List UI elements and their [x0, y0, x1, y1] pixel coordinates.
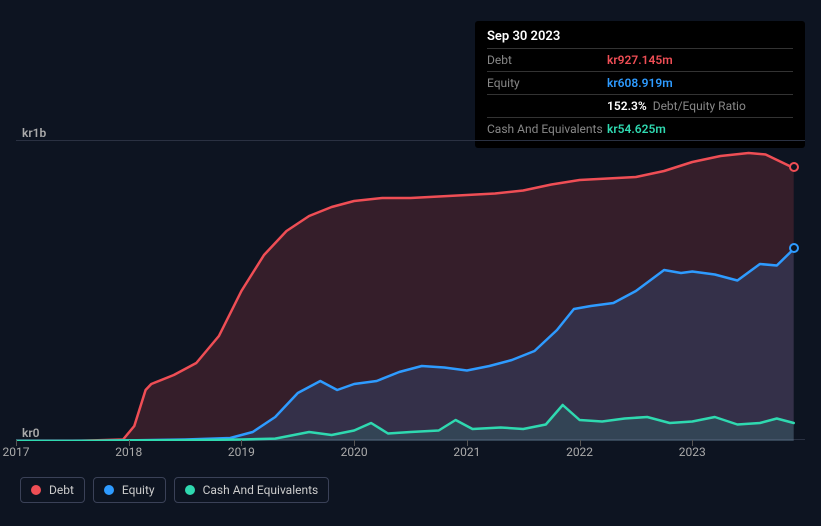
tooltip-label: [487, 99, 607, 113]
tooltip-date: Sep 30 2023: [487, 29, 793, 48]
y-axis-label: kr1b: [22, 126, 46, 140]
legend-label: Cash And Equivalents: [203, 483, 319, 497]
debt-equity-chart: kr0kr1b 2017201820192020202120222023 Deb…: [16, 125, 805, 505]
tooltip-value: kr608.919m: [607, 76, 673, 90]
x-axis-label: 2020: [341, 445, 368, 459]
legend-label: Equity: [122, 483, 155, 497]
x-axis-label: 2022: [566, 445, 593, 459]
legend: Debt Equity Cash And Equivalents: [20, 477, 329, 503]
legend-dot-icon: [185, 485, 195, 495]
legend-item-equity[interactable]: Equity: [93, 477, 166, 503]
tooltip-extra: Debt/Equity Ratio: [653, 99, 746, 113]
tooltip-row: Equitykr608.919m: [487, 71, 793, 94]
tooltip-label: Equity: [487, 76, 607, 90]
x-axis-label: 2023: [679, 445, 706, 459]
x-axis-label: 2019: [228, 445, 255, 459]
tooltip-row: Debtkr927.145m: [487, 48, 793, 71]
x-axis-label: 2021: [453, 445, 480, 459]
tooltip-value: 152.3%: [607, 99, 647, 113]
legend-item-debt[interactable]: Debt: [20, 477, 85, 503]
end-marker-equity: [789, 243, 799, 253]
tooltip-row: 152.3% Debt/Equity Ratio: [487, 94, 793, 117]
plot-area: [16, 140, 805, 440]
tooltip-label: Debt: [487, 53, 607, 67]
legend-item-cash-and-equivalents[interactable]: Cash And Equivalents: [174, 477, 330, 503]
legend-dot-icon: [31, 485, 41, 495]
tooltip-value: kr927.145m: [607, 53, 673, 67]
end-marker-debt: [789, 162, 799, 172]
legend-dot-icon: [104, 485, 114, 495]
x-axis-label: 2017: [3, 445, 30, 459]
legend-label: Debt: [49, 483, 74, 497]
x-axis-label: 2018: [115, 445, 142, 459]
